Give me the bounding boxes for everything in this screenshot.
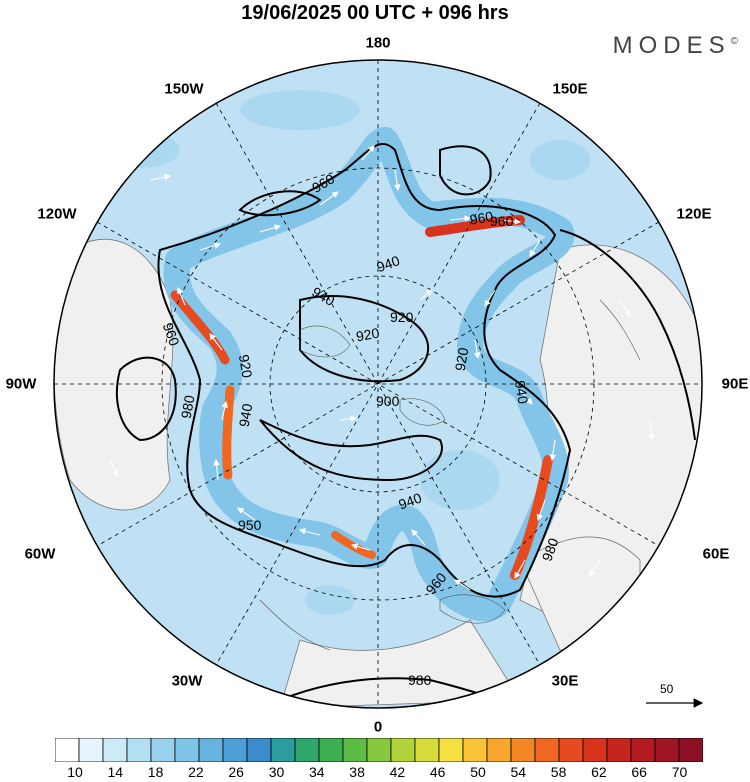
- lon-label-90w: 90W: [5, 375, 37, 393]
- colorbar-swatch: [654, 738, 680, 762]
- graticule: [54, 60, 702, 708]
- colorbar-tick-label: 58: [550, 764, 567, 780]
- contour-label: 980: [408, 672, 432, 688]
- contour-label: 940: [396, 489, 424, 512]
- colorbar-tick-label: 34: [309, 764, 325, 780]
- lon-label-60w: 60W: [24, 545, 56, 563]
- map-title: 19/06/2025 00 UTC + 096 hrs: [241, 2, 509, 24]
- polar-map: 960 960 940 940 920 960 920 900 920 940 …: [53, 59, 703, 709]
- colorbar-swatch: [438, 738, 464, 762]
- colorbar-swatch: [630, 738, 656, 762]
- map-boundary: [53, 59, 703, 709]
- lon-label-150w: 150W: [164, 80, 204, 98]
- colorbar-tick-label: 70: [671, 764, 688, 780]
- colorbar-swatch: [78, 738, 104, 762]
- contour-label: 960: [490, 213, 514, 229]
- coastlines: [259, 299, 641, 651]
- contour-label: 980: [178, 394, 198, 420]
- colorbar-swatch: [102, 738, 128, 762]
- colorbar-tick-label: 54: [510, 764, 527, 780]
- contour-label: 900: [376, 393, 400, 409]
- contour-label: 940: [512, 379, 532, 405]
- lon-label-30e: 30E: [551, 672, 579, 690]
- contour-label: 950: [238, 517, 262, 533]
- lon-label-60e: 60E: [702, 545, 730, 563]
- colorbar-swatch: [198, 738, 224, 762]
- colorbar-swatch: [462, 738, 488, 762]
- colorbar-tick-label: 38: [349, 764, 365, 780]
- lon-label-0: 0: [373, 718, 383, 736]
- colorbar-swatch: [126, 738, 152, 762]
- colorbar-swatch: [582, 738, 608, 762]
- colorbar-swatch: [294, 738, 320, 762]
- colorbar-tick-label: 46: [429, 764, 446, 780]
- colorbar-tick-label: 26: [228, 764, 244, 780]
- contour-label: 980: [539, 536, 562, 564]
- colorbar-swatch: [366, 738, 392, 762]
- contour-label: 960: [469, 208, 495, 228]
- colorbar-tick-label: 18: [147, 764, 164, 780]
- colorbar-swatch: [510, 738, 536, 762]
- colorbar-swatch: [342, 738, 368, 762]
- vector-scale-arrow: [646, 698, 704, 708]
- brand-text: MODES: [612, 32, 731, 59]
- colorbar-swatch: [318, 738, 344, 762]
- brand-logo: MODES©: [613, 32, 738, 60]
- colorbar-swatch: [606, 738, 632, 762]
- colorbar-swatch: [270, 738, 296, 762]
- lon-label-120w: 120W: [37, 205, 77, 223]
- colorbar-tick-label: 42: [389, 764, 406, 780]
- lon-label-180: 180: [365, 34, 391, 52]
- wind-vectors: [109, 145, 655, 591]
- colorbar-swatch: [558, 738, 584, 762]
- lon-label-120e: 120E: [676, 205, 712, 223]
- contour-label: 920: [390, 309, 414, 325]
- colorbar-swatch: [390, 738, 416, 762]
- colorbar-swatch: [486, 738, 512, 762]
- vector-scale-value: 50: [660, 682, 674, 696]
- contour-label: 940: [236, 402, 256, 428]
- contour-label: 920: [452, 346, 472, 372]
- contour-label: 960: [160, 321, 183, 349]
- colorbar-tick-label: 30: [268, 764, 285, 780]
- colorbar-tick-label: 10: [67, 764, 83, 780]
- colorbar-swatch: [534, 738, 560, 762]
- contour-label: 940: [374, 252, 402, 275]
- colorbar-swatch: [246, 738, 272, 762]
- lon-label-30w: 30W: [171, 672, 203, 690]
- colorbar-swatch: [222, 738, 248, 762]
- colorbar-swatch: [174, 738, 200, 762]
- colorbar-tick-label: 50: [470, 764, 486, 780]
- colorbar-tick-label: 14: [107, 764, 124, 780]
- colorbar-swatch: [678, 738, 703, 762]
- lon-label-90e: 90E: [721, 375, 749, 393]
- lon-label-150e: 150E: [552, 80, 588, 98]
- land-areas: [54, 238, 702, 708]
- jet-maxima: [170, 215, 553, 580]
- colorbar-tick-label: 62: [591, 764, 607, 780]
- colorbar-swatch: [150, 738, 176, 762]
- colorbar: [55, 738, 703, 762]
- geopotential-contours: [116, 143, 696, 708]
- colorbar-swatch: [414, 738, 440, 762]
- brand-copyright: ©: [730, 36, 738, 47]
- jet-stream-band: [177, 127, 562, 608]
- colorbar-tick-label: 22: [188, 764, 204, 780]
- colorbar-swatch: [55, 738, 80, 762]
- colorbar-tick-label: 66: [631, 764, 647, 780]
- contour-label: 920: [236, 353, 256, 379]
- contour-label: 920: [355, 325, 381, 345]
